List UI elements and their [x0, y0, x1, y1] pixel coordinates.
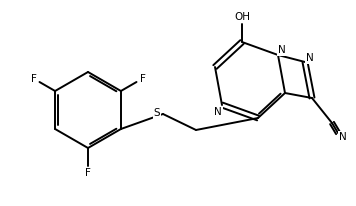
Text: F: F	[140, 74, 146, 83]
Text: F: F	[31, 74, 36, 83]
Text: S: S	[154, 108, 160, 118]
Text: F: F	[85, 168, 91, 178]
Text: OH: OH	[234, 12, 250, 22]
Text: N: N	[339, 132, 347, 142]
Text: N: N	[214, 107, 222, 117]
Text: N: N	[278, 45, 286, 55]
Text: N: N	[306, 53, 314, 63]
